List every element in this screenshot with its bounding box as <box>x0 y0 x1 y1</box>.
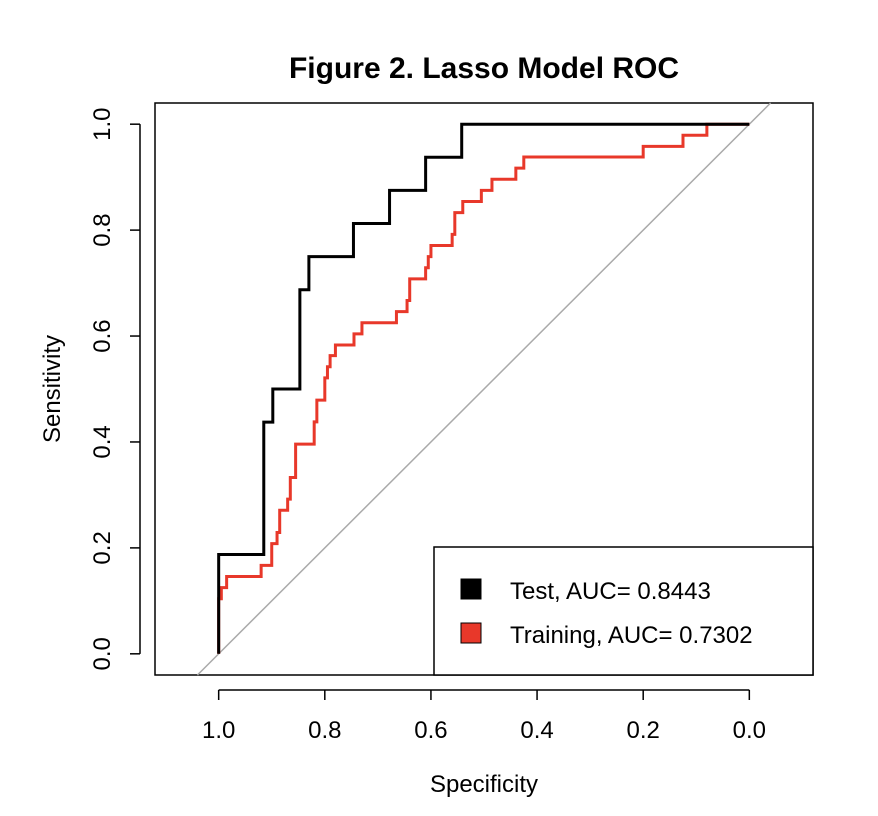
reference-diagonal <box>196 102 772 676</box>
x-tick-label: 0.4 <box>520 717 553 744</box>
chart-title: Figure 2. Lasso Model ROC <box>289 52 679 85</box>
y-tick-label: 0.6 <box>89 319 116 352</box>
y-tick-label: 1.0 <box>89 108 116 141</box>
legend-swatch-test <box>460 578 482 600</box>
y-tick-label: 0.8 <box>89 213 116 246</box>
roc-line-test <box>217 122 750 654</box>
legend-swatch-training <box>460 622 482 644</box>
x-tick-label: 0.6 <box>414 717 447 744</box>
x-axis-title: Specificity <box>430 771 538 798</box>
x-tick-label: 0.2 <box>627 717 660 744</box>
y-axis: 0.0 0.2 0.4 0.6 0.8 1.0 <box>89 108 141 670</box>
diagonal-layer <box>196 102 772 676</box>
y-tick-label: 0.2 <box>89 531 116 564</box>
y-tick-label: 0.4 <box>89 425 116 458</box>
y-tick-label: 0.0 <box>89 637 116 670</box>
x-tick-label: 1.0 <box>202 717 235 744</box>
roc-line-training <box>217 122 750 654</box>
x-tick-label: 0.0 <box>733 717 766 744</box>
legend-label-test: Test, AUC= 0.8443 <box>510 578 711 605</box>
x-tick-label: 0.8 <box>308 717 341 744</box>
y-axis-title: Sensitivity <box>39 335 66 443</box>
legend: Test, AUC= 0.8443 Training, AUC= 0.7302 <box>433 546 814 676</box>
series-layer <box>217 122 750 654</box>
legend-label-training: Training, AUC= 0.7302 <box>510 622 753 649</box>
x-axis: 1.0 0.8 0.6 0.4 0.2 0.0 <box>202 689 766 744</box>
legend-box <box>433 546 814 676</box>
